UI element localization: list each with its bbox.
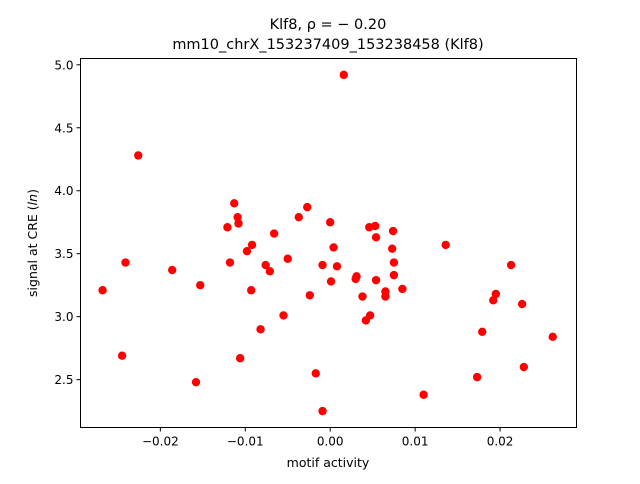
data-point: [358, 292, 367, 301]
data-point: [247, 240, 257, 250]
y-axis-label-close: ): [25, 189, 40, 194]
data-point: [121, 258, 130, 267]
data-point: [230, 199, 239, 208]
y-tick-label: 4.0: [54, 184, 73, 198]
y-tick-label: 2.5: [54, 373, 73, 387]
data-point: [365, 311, 375, 320]
x-axis-ticks: −0.02 −0.01 0.00 0.01 0.02: [142, 427, 514, 449]
data-point: [517, 299, 527, 309]
data-point: [247, 286, 256, 295]
data-point: [318, 260, 327, 270]
x-tick-label: −0.02: [142, 435, 179, 449]
data-point: [491, 289, 501, 299]
y-tick-label: 3.0: [54, 310, 73, 324]
data-point: [388, 226, 398, 236]
y-tick-label: 3.5: [54, 247, 73, 261]
x-tick-label: 0.02: [487, 435, 514, 449]
data-point: [242, 246, 252, 256]
data-point: [191, 377, 201, 387]
data-point: [441, 240, 450, 250]
y-tick-label: 4.5: [54, 121, 73, 135]
x-axis-label: motif activity: [287, 455, 370, 470]
data-point: [265, 267, 275, 276]
plot-frame: [80, 58, 577, 428]
data-point: [329, 243, 338, 252]
data-point: [381, 292, 390, 301]
data-point: [134, 151, 143, 160]
data-point: [419, 390, 428, 399]
data-point: [519, 362, 529, 372]
data-point: [339, 70, 348, 80]
x-tick-label: 0.01: [402, 435, 429, 449]
y-axis-label-main: signal at CRE (: [25, 205, 40, 297]
data-point: [305, 291, 315, 300]
data-point: [98, 286, 107, 295]
data-point: [225, 258, 235, 267]
chart-subtitle: mm10_chrX_153237409_153238458 (Klf8): [172, 37, 483, 53]
x-tick-label: 0.00: [317, 435, 344, 449]
data-point: [478, 327, 487, 336]
data-point: [261, 260, 270, 270]
data-point: [269, 229, 279, 238]
data-point: [318, 406, 327, 416]
data-point: [117, 351, 127, 360]
data-point: [279, 311, 288, 320]
data-point: [506, 260, 516, 270]
data-point: [233, 212, 242, 222]
y-axis-ticks: 2.5 3.0 3.5 4.0 4.5 5.0: [54, 58, 81, 387]
data-point: [256, 325, 265, 334]
data-point: [489, 296, 498, 305]
data-point: [168, 265, 177, 275]
y-axis-label-ln: ln: [25, 194, 40, 205]
data-point: [235, 354, 245, 363]
data-point: [223, 223, 232, 232]
chart-title: Klf8, ρ = − 0.20: [270, 17, 387, 33]
data-point: [325, 218, 335, 227]
data-point: [311, 369, 320, 378]
data-point: [283, 254, 292, 263]
data-point: [326, 277, 336, 286]
data-point: [196, 280, 205, 290]
data-point: [472, 372, 482, 382]
data-point: [389, 270, 399, 280]
data-point: [303, 202, 312, 212]
data-point: [332, 262, 342, 271]
data-point: [371, 275, 381, 285]
y-axis-label: signal at CRE (ln): [25, 189, 40, 297]
data-point: [389, 258, 399, 267]
data-point: [398, 284, 407, 294]
data-point: [352, 272, 361, 281]
data-point: [371, 233, 381, 242]
data-points: [98, 70, 557, 416]
data-point: [294, 212, 303, 222]
data-point: [548, 332, 557, 342]
x-tick-label: −0.01: [227, 435, 264, 449]
data-point: [371, 221, 380, 231]
data-point: [234, 219, 243, 228]
data-point: [387, 244, 397, 253]
y-tick-label: 5.0: [54, 58, 73, 72]
